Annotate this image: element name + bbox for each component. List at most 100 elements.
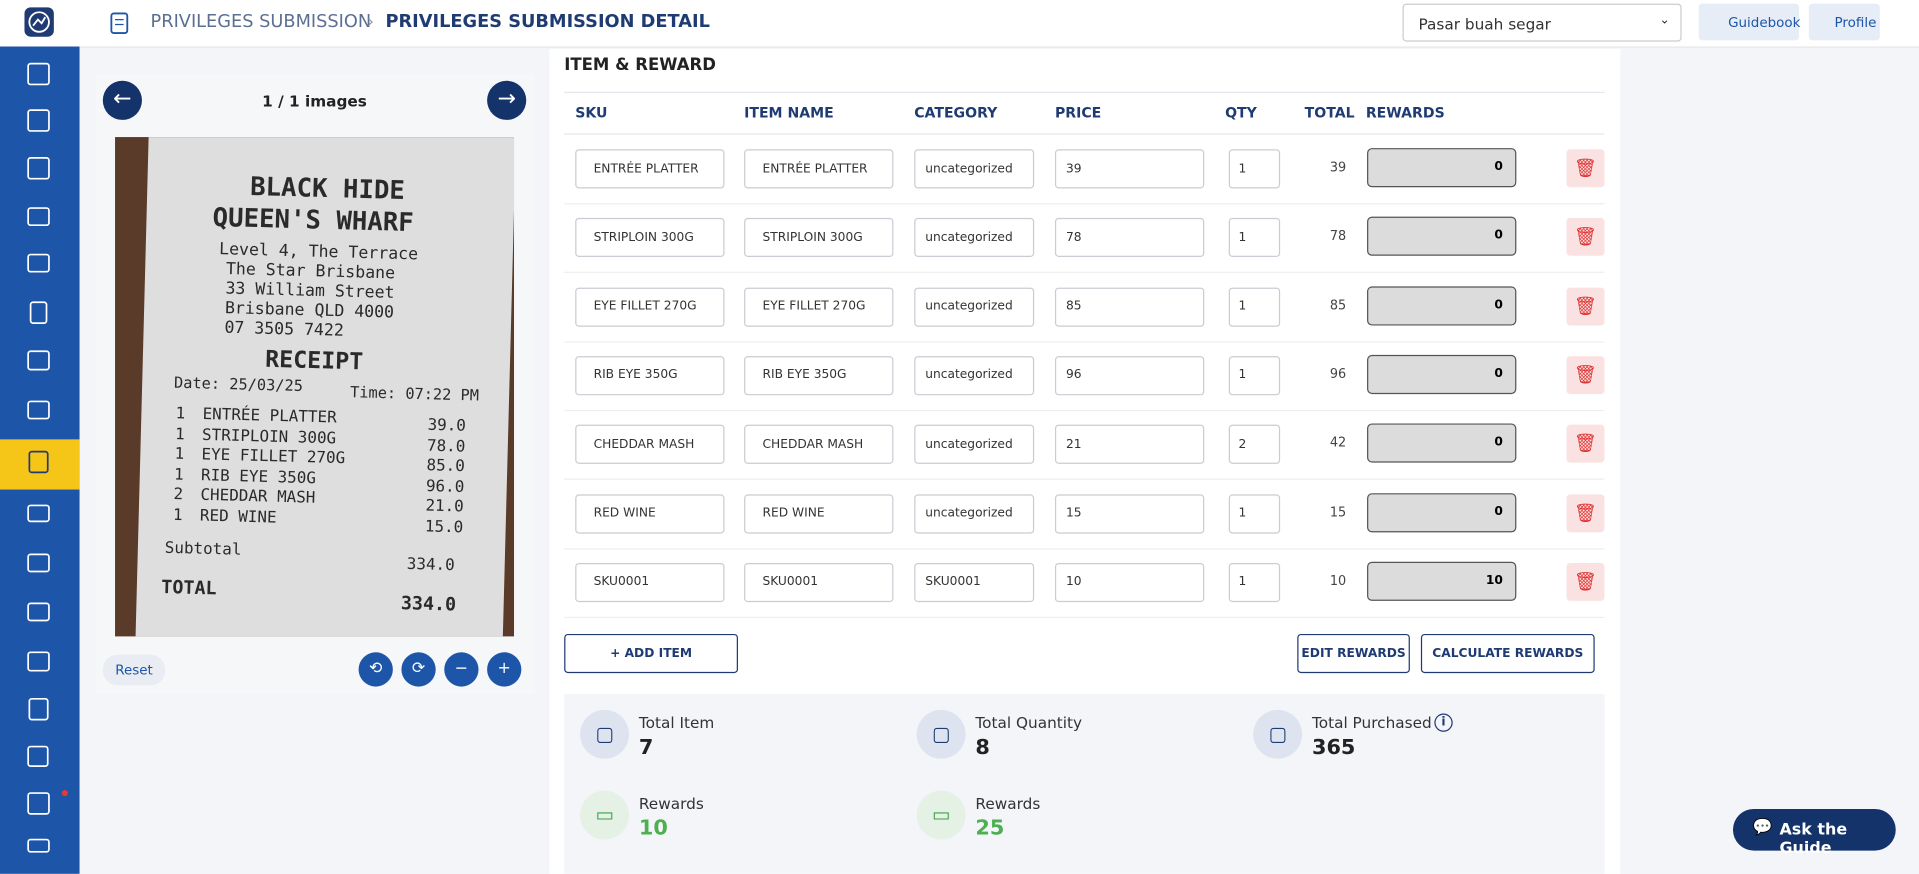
divider — [564, 91, 1605, 94]
row-divider — [564, 409, 1605, 412]
row-divider — [564, 340, 1605, 343]
column-header: PRICE — [1054, 104, 1102, 122]
receipt-qty: 1 — [174, 425, 185, 444]
rewards-input[interactable]: 0 — [1367, 492, 1517, 532]
price-input[interactable]: 85 — [1054, 287, 1205, 327]
sku-input[interactable]: RED WINE — [575, 493, 725, 533]
prev-image[interactable]: ← — [102, 80, 142, 120]
delete-button[interactable]: 🗑 — [1566, 149, 1605, 188]
receipt-item: ENTRÉE PLATTER — [202, 405, 337, 428]
guidebook-button[interactable]: Guidebook — [1698, 3, 1800, 41]
active-nav[interactable] — [0, 439, 80, 490]
summary-icon: ▭ — [916, 790, 966, 840]
receipt-qty: 2 — [173, 485, 184, 505]
qty-input[interactable]: 1 — [1228, 149, 1281, 189]
price-input[interactable]: 78 — [1054, 218, 1205, 258]
summary-value: 25 — [975, 816, 1005, 841]
logo — [24, 7, 54, 37]
qty-input[interactable]: 1 — [1228, 562, 1281, 602]
price-input[interactable]: 15 — [1054, 493, 1205, 533]
price-input[interactable]: 96 — [1054, 356, 1205, 396]
rewards-input[interactable]: 0 — [1367, 423, 1517, 463]
sku-input[interactable]: SKU0001 — [575, 562, 725, 602]
edit-rewards-button[interactable]: EDIT REWARDS — [1297, 633, 1410, 674]
delete-button[interactable]: 🗑 — [1566, 424, 1605, 463]
receipt-total: 334.0 — [400, 591, 457, 616]
add-item-button[interactable]: + ADD ITEM — [564, 633, 738, 674]
image-tool[interactable]: + — [487, 652, 522, 687]
category-input[interactable]: uncategorized — [914, 356, 1035, 396]
qty-input[interactable]: 1 — [1228, 218, 1281, 258]
delete-button[interactable]: 🗑 — [1566, 218, 1605, 257]
row-divider — [564, 547, 1605, 549]
receipt-paper: BLACK HIDE QUEEN'S WHARF Level 4, The Terr… — [134, 137, 515, 637]
qty-input[interactable]: 1 — [1228, 287, 1281, 327]
image-tool[interactable]: − — [444, 652, 479, 687]
price-input[interactable]: 39 — [1054, 149, 1205, 189]
row-total: 42 — [1329, 435, 1347, 451]
rewards-input[interactable]: 0 — [1367, 354, 1517, 394]
receipt-date: Date: 25/03/25 — [173, 372, 304, 395]
category-input[interactable]: SKU0001 — [914, 562, 1035, 602]
logo-area — [0, 0, 80, 47]
qty-input[interactable]: 2 — [1228, 424, 1281, 465]
row-total: 10 — [1329, 573, 1347, 589]
name-input[interactable]: RIB EYE 350G — [744, 356, 894, 396]
delete-button[interactable]: 🗑 — [1566, 562, 1605, 601]
name-input[interactable]: CHEDDAR MASH — [744, 424, 894, 465]
name-input[interactable]: RED WINE — [744, 493, 894, 533]
receipt-time: Time: 07:22 PM — [349, 382, 480, 405]
summary-label: Total Item — [638, 713, 715, 732]
store-select[interactable]: Pasar buah segar — [1402, 3, 1682, 42]
rewards-input[interactable]: 0 — [1367, 148, 1517, 188]
name-input[interactable]: ENTRÉE PLATTER — [744, 149, 894, 189]
name-input[interactable]: STRIPLOIN 300G — [744, 218, 894, 258]
receipt-image[interactable]: BLACK HIDE QUEEN'S WHARF Level 4, The Terr… — [115, 137, 515, 637]
receipt-amount: 85.0 — [426, 456, 466, 477]
summary-icon: ▢ — [580, 709, 630, 759]
column-header: SKU — [575, 104, 608, 122]
sku-input[interactable]: STRIPLOIN 300G — [575, 218, 725, 258]
image-tool[interactable]: ⟲ — [358, 652, 393, 687]
category-input[interactable]: uncategorized — [914, 149, 1035, 189]
rewards-input[interactable]: 10 — [1367, 561, 1517, 601]
calculate-rewards-button[interactable]: CALCULATE REWARDS — [1420, 633, 1595, 674]
ask-guide-button[interactable]: Ask the Guide — [1732, 808, 1896, 858]
receipt-amount: 21.0 — [425, 497, 464, 517]
receipt-item: EYE FILLET 270G — [201, 445, 346, 469]
receipt-qty: 1 — [173, 465, 184, 485]
name-input[interactable]: EYE FILLET 270G — [744, 287, 894, 327]
next-image[interactable]: → — [487, 80, 527, 120]
reset-button[interactable]: Reset — [102, 654, 166, 686]
sku-input[interactable]: EYE FILLET 270G — [575, 287, 725, 327]
rewards-input[interactable]: 0 — [1367, 285, 1517, 326]
row-total: 78 — [1329, 229, 1347, 244]
summary-value: 7 — [638, 735, 654, 761]
image-counter: 1 / 1 images — [262, 91, 367, 111]
receipt-subtotal-label: Subtotal — [164, 539, 242, 560]
qty-input[interactable]: 1 — [1228, 356, 1281, 396]
sku-input[interactable]: RIB EYE 350G — [575, 356, 725, 396]
category-input[interactable]: uncategorized — [914, 218, 1035, 258]
image-tool[interactable]: ⟳ — [401, 652, 436, 687]
column-header: ITEM NAME — [744, 104, 834, 122]
receipt-qty: 1 — [172, 505, 183, 525]
column-header: REWARDS — [1365, 104, 1445, 122]
profile-button[interactable]: Profile — [1808, 3, 1880, 41]
price-input[interactable]: 10 — [1054, 562, 1205, 602]
delete-button[interactable]: 🗑 — [1566, 356, 1605, 394]
breadcrumb-link[interactable]: PRIVILEGES SUBMISSION — [150, 12, 372, 32]
category-input[interactable]: uncategorized — [914, 424, 1035, 465]
category-input[interactable]: uncategorized — [914, 287, 1035, 327]
category-input[interactable]: uncategorized — [914, 493, 1035, 533]
sku-input[interactable]: CHEDDAR MASH — [575, 424, 725, 465]
price-input[interactable]: 21 — [1054, 424, 1205, 465]
delete-button[interactable]: 🗑 — [1566, 287, 1605, 326]
info-icon[interactable]: i — [1434, 713, 1453, 732]
sku-input[interactable]: ENTRÉE PLATTER — [575, 149, 725, 189]
receipt-item: STRIPLOIN 300G — [201, 425, 337, 448]
qty-input[interactable]: 1 — [1228, 493, 1281, 533]
rewards-input[interactable]: 0 — [1367, 216, 1517, 257]
name-input[interactable]: SKU0001 — [744, 562, 894, 602]
delete-button[interactable]: 🗑 — [1566, 493, 1605, 532]
